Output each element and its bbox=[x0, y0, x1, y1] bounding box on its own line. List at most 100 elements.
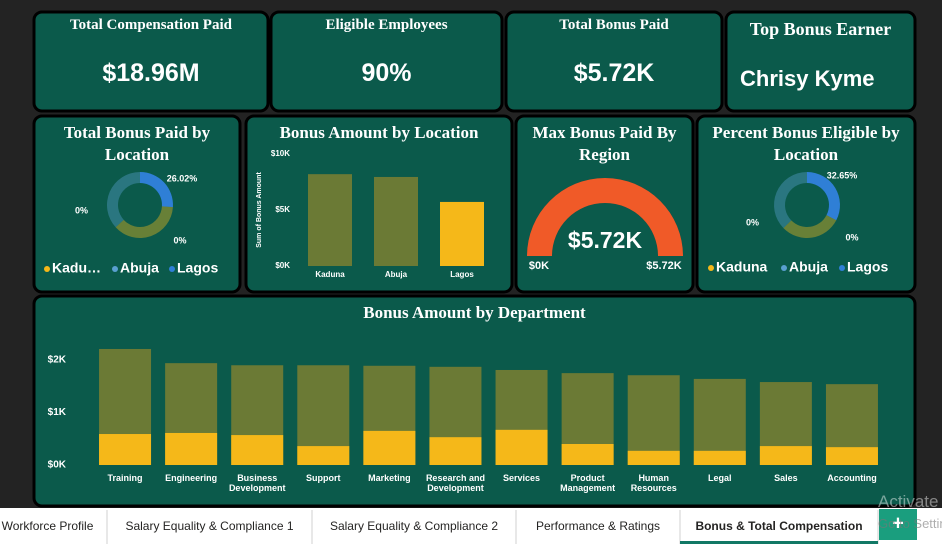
y-tick-label: $5K bbox=[275, 205, 290, 214]
kpi-value: $5.72K bbox=[573, 59, 655, 87]
x-tick-label: Lagos bbox=[450, 270, 474, 279]
tab[interactable]: Salary Equality & Compliance 2 bbox=[330, 519, 498, 533]
donut-slice bbox=[807, 172, 841, 221]
chart-title: Bonus Amount by Department bbox=[363, 303, 586, 322]
gauge-value: $5.72K bbox=[568, 227, 643, 253]
chart-title: Total Bonus Paid by Location bbox=[63, 123, 211, 164]
card bbox=[695, 114, 917, 294]
legend-label: Abuja bbox=[789, 259, 828, 275]
y-tick-label: $0K bbox=[48, 460, 67, 471]
kpi-title: Total Bonus Paid bbox=[559, 17, 669, 33]
legend-dot bbox=[169, 266, 175, 272]
active-tab-indicator bbox=[680, 541, 878, 544]
card bbox=[724, 10, 917, 113]
bar bbox=[693, 378, 746, 465]
y-tick-label: $10K bbox=[271, 149, 290, 158]
legend-dot bbox=[44, 266, 50, 272]
kpi-value: 90% bbox=[361, 59, 412, 87]
y-tick-label: $2K bbox=[48, 355, 67, 366]
x-tick-label: Legal bbox=[708, 473, 732, 483]
x-tick-label: Research and Development bbox=[425, 473, 485, 493]
chart-title: Percent Bonus Eligible by Location bbox=[712, 123, 900, 164]
x-tick-label: Engineering bbox=[165, 473, 218, 483]
legend-label: Kadu… bbox=[52, 260, 101, 276]
tab-bar bbox=[0, 508, 942, 555]
tab[interactable]: Workforce Profile bbox=[2, 519, 94, 533]
legend-dot bbox=[112, 266, 118, 272]
gauge-min: $0K bbox=[529, 260, 549, 272]
tab[interactable]: Performance & Ratings bbox=[536, 519, 660, 533]
bar bbox=[825, 447, 878, 465]
card bbox=[32, 10, 270, 113]
donut-slice bbox=[115, 206, 173, 239]
bar bbox=[495, 429, 548, 465]
x-tick-label: Support bbox=[306, 473, 341, 483]
bar bbox=[440, 201, 484, 266]
data-label: 32.65% bbox=[827, 170, 858, 180]
data-label: 0% bbox=[75, 205, 88, 215]
data-label: 26.02% bbox=[167, 173, 198, 183]
add-tab-button[interactable] bbox=[879, 509, 917, 540]
bar bbox=[99, 434, 152, 465]
kpi-title: Top Bonus Earner bbox=[749, 19, 892, 39]
x-tick-label: Product Management bbox=[560, 473, 616, 493]
bar bbox=[429, 437, 482, 465]
x-tick-label: Training bbox=[107, 473, 143, 483]
bar bbox=[627, 450, 680, 465]
tab[interactable]: Bonus & Total Compensation bbox=[695, 519, 862, 533]
bar bbox=[374, 176, 418, 266]
y-tick-label: $0K bbox=[275, 261, 290, 270]
legend-label: Lagos bbox=[177, 260, 218, 276]
bar bbox=[561, 444, 614, 465]
x-tick-label: Services bbox=[503, 473, 541, 483]
donut-slice bbox=[106, 172, 140, 228]
legend-label: Abuja bbox=[120, 260, 159, 276]
bar bbox=[363, 430, 416, 465]
gauge-fill bbox=[527, 178, 683, 256]
bar bbox=[297, 446, 350, 465]
legend-label: Kaduna bbox=[716, 259, 768, 275]
bar bbox=[231, 435, 284, 465]
watermark: Activate Windows bbox=[878, 492, 942, 511]
x-tick-label: Business Development bbox=[228, 473, 286, 493]
kpi-title: Eligible Employees bbox=[325, 17, 448, 33]
x-tick-label: Sales bbox=[774, 473, 798, 483]
x-tick-label: Kaduna bbox=[315, 270, 345, 279]
x-tick-label: Marketing bbox=[368, 473, 411, 483]
kpi-title: Total Compensation Paid bbox=[70, 17, 232, 33]
donut-slice bbox=[140, 172, 173, 208]
card bbox=[32, 114, 242, 294]
card bbox=[514, 114, 695, 294]
bar bbox=[693, 450, 746, 465]
y-axis-title: Sum of Bonus Amount bbox=[256, 172, 263, 248]
bar bbox=[627, 375, 680, 465]
bar bbox=[165, 432, 218, 465]
donut-slice bbox=[783, 215, 837, 238]
watermark: Go to Settings to activate Windows. bbox=[878, 516, 942, 531]
chart-title: Max Bonus Paid By Region bbox=[532, 123, 677, 164]
kpi-value: Chrisy Kyme bbox=[740, 66, 875, 91]
chart-title: Bonus Amount by Location bbox=[279, 123, 479, 142]
bar bbox=[308, 174, 352, 266]
data-label: 0% bbox=[173, 235, 186, 245]
tab[interactable]: Salary Equality & Compliance 1 bbox=[125, 519, 293, 533]
gauge-max: $5.72K bbox=[646, 260, 682, 272]
x-tick-label: Accounting bbox=[827, 473, 877, 483]
kpi-value: $18.96M bbox=[102, 59, 200, 87]
data-label: 0% bbox=[746, 217, 759, 227]
card bbox=[504, 10, 724, 113]
card bbox=[269, 10, 504, 113]
data-label: 0% bbox=[845, 232, 858, 242]
legend-label: Lagos bbox=[847, 259, 888, 275]
bar bbox=[759, 446, 812, 465]
legend-dot bbox=[708, 265, 714, 271]
x-tick-label: Abuja bbox=[385, 270, 408, 279]
y-tick-label: $1K bbox=[48, 407, 67, 418]
legend-dot bbox=[839, 265, 845, 271]
x-tick-label: Human Resources bbox=[630, 473, 677, 493]
add-tab-label: + bbox=[892, 512, 904, 534]
legend-dot bbox=[781, 265, 787, 271]
donut-slice bbox=[774, 172, 807, 229]
